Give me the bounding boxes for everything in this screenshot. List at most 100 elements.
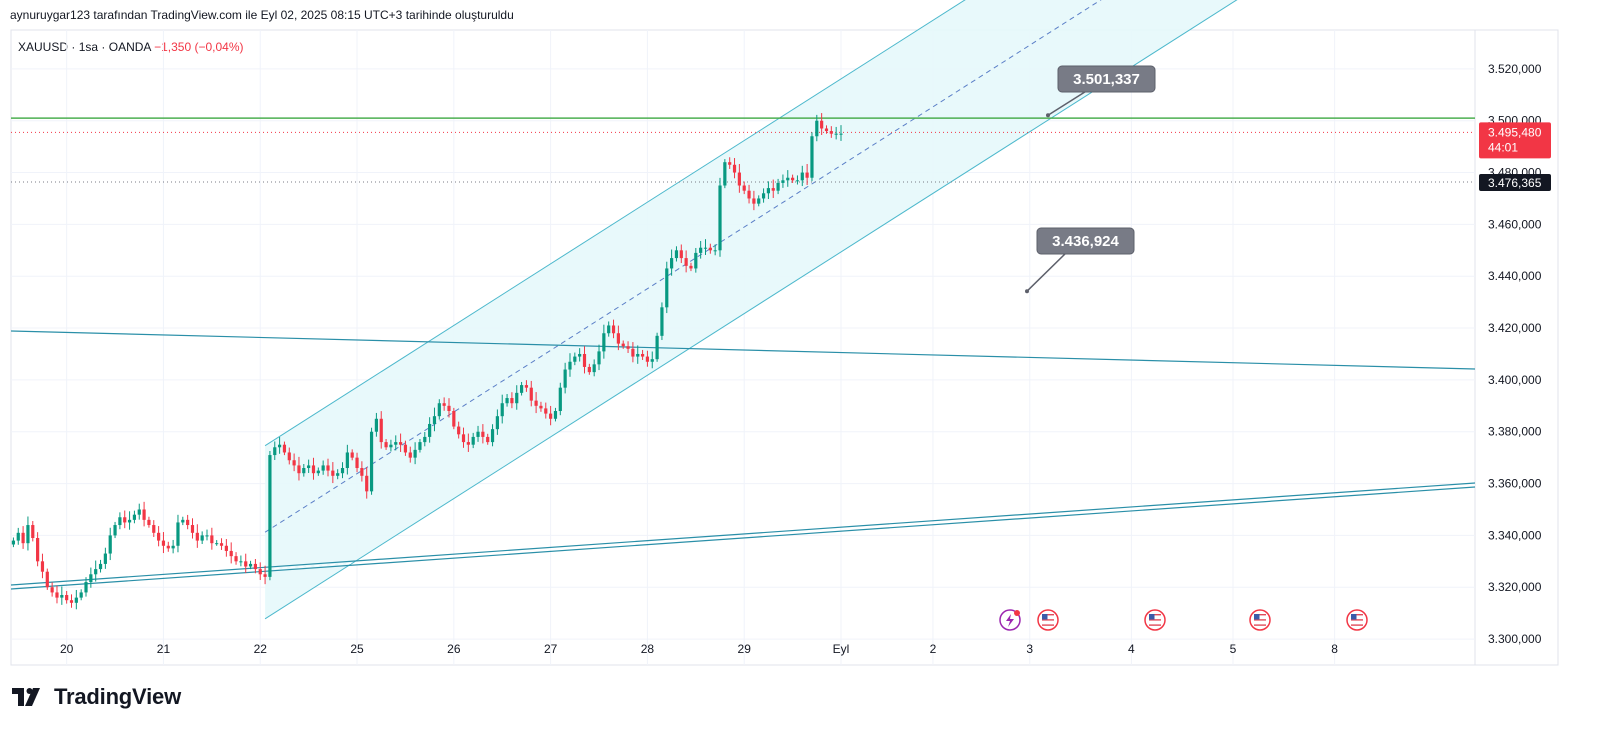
time-tick-label: 2: [930, 642, 937, 656]
candle-down: [447, 398, 451, 418]
candle-down: [360, 461, 364, 482]
grid: [11, 30, 1475, 665]
candle-down: [631, 342, 635, 363]
candle-down: [326, 458, 330, 477]
candle-down: [36, 532, 40, 567]
candle-up: [413, 442, 417, 465]
candle-body: [132, 514, 137, 520]
candle-body: [650, 359, 654, 362]
flag-stripe: [1149, 614, 1161, 616]
candle-body: [350, 452, 354, 458]
symbol-source: OANDA: [108, 40, 151, 54]
candle-down: [708, 243, 712, 254]
chart-attribution: aynuruygar123 tarafından TradingView.com…: [10, 8, 514, 22]
price-tick-label: 3.300,000: [1488, 632, 1542, 646]
candle-body: [321, 465, 325, 471]
us-flag-event-icon[interactable]: [1037, 609, 1059, 631]
candle-body: [500, 403, 504, 417]
candle-body: [50, 587, 54, 593]
candle-down: [466, 433, 470, 452]
candle-body: [563, 369, 567, 388]
candle-body: [263, 574, 267, 577]
us-flag-event-icon[interactable]: [1346, 609, 1368, 631]
candle-down: [31, 521, 35, 542]
candle-down: [452, 407, 456, 430]
candle-body: [655, 335, 659, 360]
candle-up: [519, 381, 524, 396]
candle-body: [708, 247, 712, 251]
candle-down: [379, 411, 383, 449]
price-axis: 3.300,000 3.320,000 3.340,000 3.360,000 3.38…: [1479, 62, 1551, 646]
candle-down: [152, 520, 156, 538]
candle-body: [597, 351, 601, 365]
candle-up: [713, 244, 717, 256]
candle-up: [563, 362, 567, 394]
symbol-name: XAUUSD: [18, 40, 69, 54]
callout-upper[interactable]: 3.501,337: [1046, 65, 1156, 118]
symbol-info[interactable]: XAUUSD · 1sa · OANDA −1,350 (−0,04%): [18, 40, 244, 54]
candle-down: [195, 524, 199, 548]
regression-channel[interactable]: [264, 0, 1383, 620]
candle-down: [626, 341, 630, 353]
candle-down: [147, 516, 151, 528]
candle-body: [84, 582, 88, 593]
candle-up: [670, 249, 674, 276]
channel-median-line[interactable]: [264, 0, 1383, 533]
candle-down: [408, 446, 412, 463]
candle-body: [781, 180, 785, 183]
candle-body: [336, 473, 340, 476]
earnings-event-icon[interactable]: [999, 609, 1021, 631]
candle-up: [118, 512, 122, 530]
flag-stripe: [1149, 616, 1161, 618]
support-trendline-lower[interactable]: [10, 486, 1476, 590]
candle-body: [761, 193, 766, 199]
candle-up: [369, 427, 374, 495]
flag-stripe: [1149, 624, 1161, 626]
channel-upper-line[interactable]: [264, 0, 1383, 447]
callout-box: [1036, 227, 1135, 255]
channel-lower-line[interactable]: [264, 0, 1383, 620]
candle-down: [142, 501, 146, 527]
flag-canton: [1042, 614, 1048, 620]
candle-body: [786, 177, 790, 181]
resistance-trendline[interactable]: [10, 330, 1476, 370]
candle-down: [640, 349, 645, 360]
candle-body: [384, 442, 388, 448]
candle-body: [737, 172, 741, 186]
us-flag-event-icon[interactable]: [1249, 609, 1271, 631]
candle-up: [834, 126, 838, 140]
candle-body: [524, 385, 529, 388]
candle-body: [16, 532, 20, 541]
candle-body: [137, 509, 141, 515]
candle-down: [311, 457, 316, 480]
economic-events[interactable]: [999, 609, 1368, 631]
support-trendline-center[interactable]: [10, 484, 1476, 588]
candle-body: [360, 468, 364, 476]
callout-lower[interactable]: 3.436,924: [1025, 227, 1135, 294]
candle-down: [258, 562, 262, 581]
candle-body: [505, 398, 509, 404]
time-tick-label: 26: [447, 642, 461, 656]
candle-down: [365, 467, 369, 499]
tradingview-logo-text: TradingView: [54, 684, 181, 709]
candle-body: [326, 465, 330, 471]
us-flag-event-icon[interactable]: [1144, 609, 1166, 631]
candle-body: [592, 364, 596, 373]
price-callouts[interactable]: 3.501,337 3.436,924: [1025, 65, 1156, 294]
symbol-separator: ·: [71, 40, 79, 54]
candle-up: [200, 531, 204, 545]
candle-body: [829, 131, 833, 134]
tradingview-logo[interactable]: TradingView: [12, 684, 181, 710]
candle-up: [573, 352, 577, 366]
candle-body: [452, 411, 456, 427]
symbol-separator: ·: [101, 40, 109, 54]
candle-body: [374, 418, 378, 432]
candle-body: [684, 258, 688, 266]
callout-pointer: [1026, 251, 1068, 292]
candle-up: [500, 394, 504, 424]
symbol-change: −1,350 (−0,04%): [154, 40, 244, 54]
candle-body: [157, 532, 161, 541]
candle-body: [568, 361, 572, 370]
support-trendline-upper[interactable]: [10, 482, 1476, 586]
